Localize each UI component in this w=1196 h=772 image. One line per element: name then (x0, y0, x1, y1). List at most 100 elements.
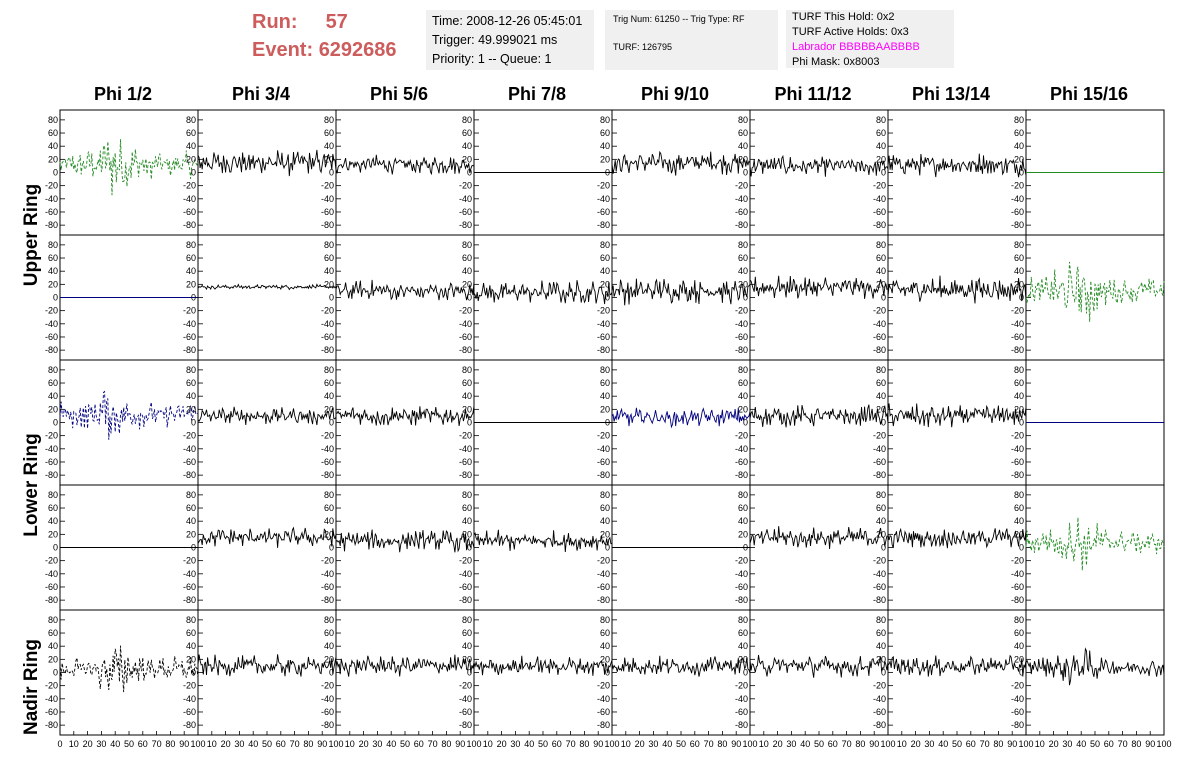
y-tick-label: -20 (735, 556, 748, 566)
y-tick-label: 0 (881, 168, 886, 178)
y-tick-label: -60 (459, 332, 472, 342)
x-tick-label: 80 (303, 739, 313, 749)
y-tick-label: 80 (738, 115, 748, 125)
y-tick-label: -40 (873, 194, 886, 204)
panel-frame (749, 234, 889, 361)
y-tick-label: 20 (1014, 654, 1024, 664)
panel-frame (59, 359, 199, 486)
x-tick-label: 100 (604, 739, 619, 749)
y-tick-label: 40 (600, 641, 610, 651)
y-tick-label: 60 (1014, 628, 1024, 638)
waveform-panel: 80 60 40 20 0 -20 -40 -60 -80 (459, 359, 613, 486)
waveform-trace (611, 150, 751, 176)
waveform-panel: 80 60 40 20 0 -20 -40 -60 -80 (1011, 359, 1165, 486)
y-tick-label: -20 (1011, 681, 1024, 691)
x-tick-label: 50 (676, 739, 686, 749)
x-tick-label: 100 (466, 739, 481, 749)
waveform-panel: 80 60 40 20 0 -20 -40 -60 -80 (735, 609, 889, 736)
y-tick-label: -80 (597, 220, 610, 230)
y-tick-label: 20 (738, 529, 748, 539)
y-tick-label: 60 (186, 503, 196, 513)
y-tick-label: -60 (597, 707, 610, 717)
y-tick-label: -80 (1011, 470, 1024, 480)
y-tick-label: -60 (321, 457, 334, 467)
x-tick-label: 30 (510, 739, 520, 749)
y-tick-label: 40 (600, 391, 610, 401)
y-tick-label: 20 (48, 154, 58, 164)
x-tick-label: 80 (165, 739, 175, 749)
panel-frame (611, 609, 751, 736)
y-tick-label: -60 (321, 207, 334, 217)
y-tick-label: 0 (329, 543, 334, 553)
waveform-panel: 80 60 40 20 0 -20 -40 -60 -80 (45, 484, 199, 611)
panel-frame (1025, 234, 1165, 361)
y-tick-label: 60 (876, 628, 886, 638)
y-tick-label: 80 (1014, 240, 1024, 250)
y-tick-label: -20 (597, 681, 610, 691)
x-tick-label: 10 (483, 739, 493, 749)
y-tick-label: 0 (467, 293, 472, 303)
y-tick-label: -40 (597, 194, 610, 204)
y-tick-label: 0 (191, 668, 196, 678)
y-tick-label: 20 (738, 279, 748, 289)
x-tick-label: 70 (704, 739, 714, 749)
y-tick-label: 0 (53, 543, 58, 553)
priority-text: Priority: 1 -- Queue: 1 (432, 52, 552, 66)
x-tick-label: 50 (538, 739, 548, 749)
x-tick-label: 20 (83, 739, 93, 749)
y-tick-label: -80 (597, 345, 610, 355)
waveform-trace (197, 526, 337, 548)
y-tick-label: -20 (321, 431, 334, 441)
run-label: Run: (252, 11, 298, 33)
run-event-block: Run: 57 Event: 6292686 (252, 8, 397, 64)
waveform-panel: 80 60 40 20 0 -20 -40 -60 -80 (459, 234, 613, 361)
y-tick-label: -80 (873, 720, 886, 730)
y-tick-label: -20 (1011, 431, 1024, 441)
x-tick-label: 30 (1062, 739, 1072, 749)
y-tick-label: 60 (462, 503, 472, 513)
y-tick-label: 60 (324, 128, 334, 138)
y-tick-label: -80 (873, 470, 886, 480)
y-tick-label: 80 (186, 615, 196, 625)
waveform-panel: 80 60 40 20 0 -20 -40 -60 -80 (735, 109, 889, 236)
y-tick-label: -20 (183, 556, 196, 566)
y-tick-label: 60 (324, 503, 334, 513)
y-tick-label: 20 (462, 154, 472, 164)
y-tick-label: 60 (1014, 378, 1024, 388)
y-tick-label: -40 (735, 319, 748, 329)
y-tick-label: -20 (873, 556, 886, 566)
y-tick-label: 0 (743, 293, 748, 303)
y-tick-label: 0 (329, 293, 334, 303)
y-tick-label: 60 (324, 628, 334, 638)
y-tick-label: -60 (45, 207, 58, 217)
waveform-panel: 80 60 40 20 0 -20 -40 -60 -80 (321, 109, 475, 236)
x-tick-label: 30 (96, 739, 106, 749)
x-tick-label: 20 (911, 739, 921, 749)
phi-column-label: Phi 1/2 (93, 84, 153, 104)
y-tick-label: -20 (45, 681, 58, 691)
y-tick-label: -20 (459, 431, 472, 441)
x-tick-label: 70 (566, 739, 576, 749)
y-tick-label: 0 (743, 168, 748, 178)
y-tick-label: 0 (605, 293, 610, 303)
y-tick-label: -20 (597, 556, 610, 566)
waveform-panel: 80 60 40 20 0 -20 -40 -60 -80 (1011, 484, 1165, 611)
panel-frame (197, 484, 337, 611)
y-tick-label: -20 (735, 306, 748, 316)
y-tick-label: -60 (1011, 207, 1024, 217)
waveform-trace (1025, 261, 1165, 322)
x-tick-label: 20 (497, 739, 507, 749)
y-tick-label: 80 (738, 365, 748, 375)
y-tick-label: 20 (876, 529, 886, 539)
x-tick-label: 30 (924, 739, 934, 749)
y-tick-label: 0 (743, 668, 748, 678)
waveform-trace (611, 407, 751, 429)
y-tick-label: 80 (48, 365, 58, 375)
event-line: Event: 6292686 (252, 36, 397, 64)
y-tick-label: 20 (876, 279, 886, 289)
labrador-text: Labrador BBBBBAABBBB (792, 41, 920, 53)
y-tick-label: -40 (1011, 694, 1024, 704)
x-tick-label: 80 (579, 739, 589, 749)
x-tick-label: 20 (1049, 739, 1059, 749)
y-tick-label: -20 (597, 431, 610, 441)
